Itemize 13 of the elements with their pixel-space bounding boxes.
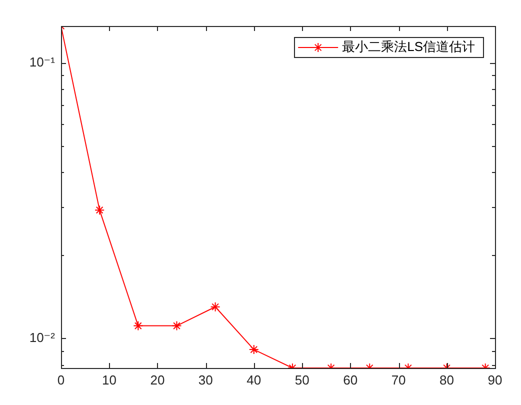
x-tick-label: 10	[102, 372, 116, 388]
x-tick-label: 40	[246, 372, 262, 388]
y-tick-label: 10⁻²	[29, 330, 56, 345]
legend-label: 最小二乘法LS信道估计	[342, 39, 476, 54]
x-tick-label: 0	[57, 372, 65, 388]
x-tick-label: 30	[198, 372, 213, 388]
x-tick-label: 20	[150, 372, 165, 388]
x-tick-label: 80	[440, 372, 454, 388]
x-tick-label: 50	[294, 372, 310, 388]
x-tick-label: 70	[391, 372, 406, 388]
x-tick-label: 90	[488, 372, 502, 388]
x-tick-label: 60	[343, 372, 358, 388]
y-tick-label: 10⁻¹	[29, 54, 56, 70]
